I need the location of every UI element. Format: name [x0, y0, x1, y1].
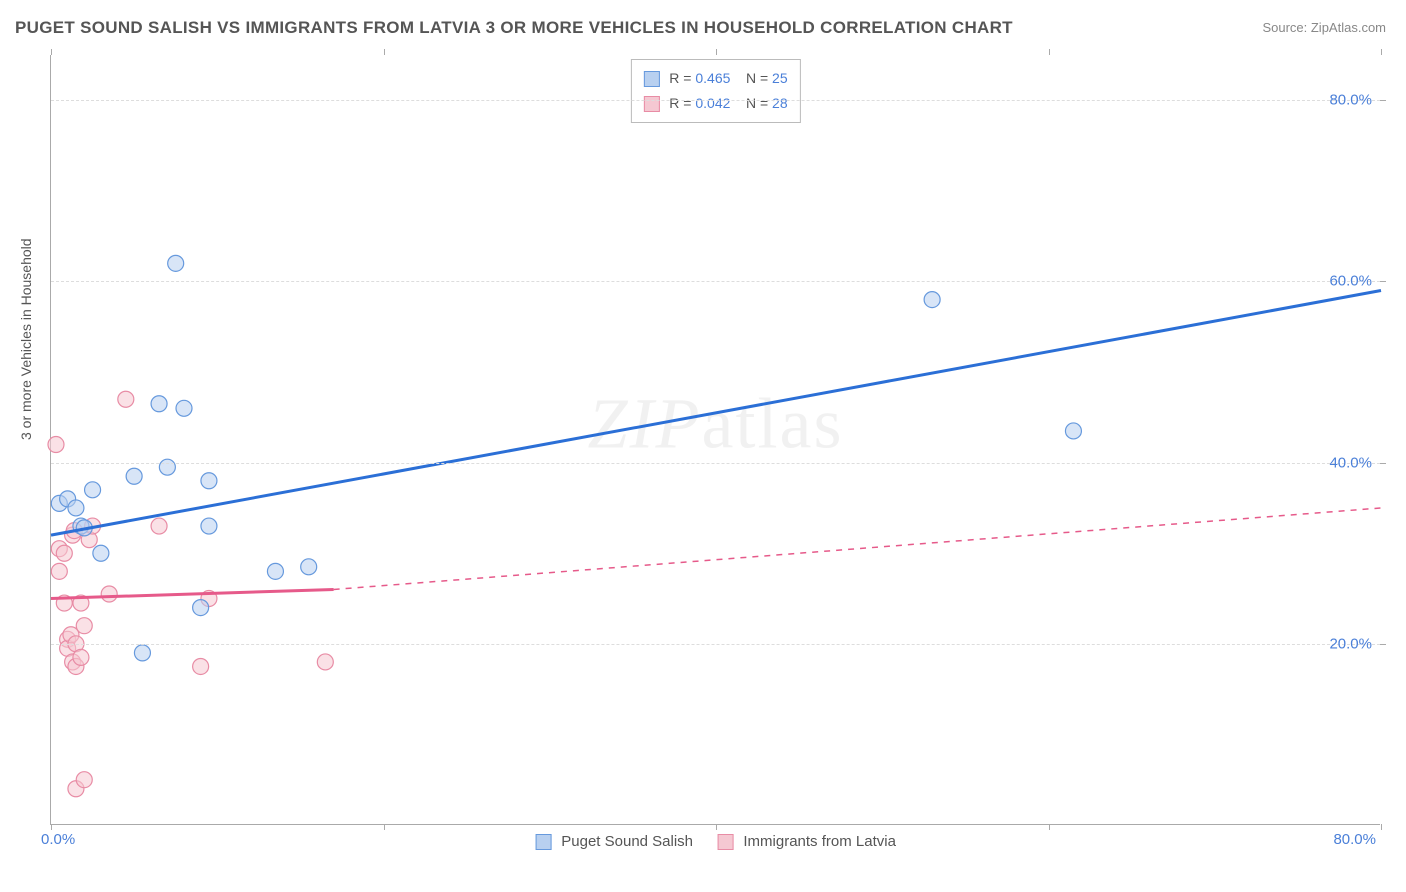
swatch-bottom-2 — [717, 834, 733, 850]
swatch-series-1 — [643, 71, 659, 87]
r-value-1: 0.465 — [695, 70, 730, 86]
x-tick-max: 80.0% — [1333, 831, 1376, 848]
y-axis-label: 3 or more Vehicles in Household — [18, 238, 34, 440]
n-value-2: 28 — [772, 95, 788, 111]
legend-item-1: Puget Sound Salish — [535, 833, 697, 850]
legend-row-2: R = 0.042 N = 28 — [643, 91, 787, 116]
legend-row-1: R = 0.465 N = 25 — [643, 66, 787, 91]
series-legend: Puget Sound Salish Immigrants from Latvi… — [525, 833, 906, 850]
correlation-legend: R = 0.465 N = 25 R = 0.042 N = 28 — [630, 59, 800, 123]
svg-layer — [51, 55, 1381, 825]
plot-area: ZIPatlas R = 0.465 N = 25 R = 0.042 N = … — [50, 55, 1380, 825]
n-value-1: 25 — [772, 70, 788, 86]
y-tick-label: 80.0% — [1329, 92, 1372, 109]
source-label: Source: ZipAtlas.com — [1262, 20, 1386, 35]
y-tick-label: 20.0% — [1329, 635, 1372, 652]
r-value-2: 0.042 — [695, 95, 730, 111]
x-tick-min: 0.0% — [41, 831, 75, 848]
y-tick-label: 40.0% — [1329, 454, 1372, 471]
chart-container: PUGET SOUND SALISH VS IMMIGRANTS FROM LA… — [0, 0, 1406, 892]
swatch-bottom-1 — [535, 834, 551, 850]
chart-title: PUGET SOUND SALISH VS IMMIGRANTS FROM LA… — [15, 18, 1013, 38]
y-tick-label: 60.0% — [1329, 273, 1372, 290]
swatch-series-2 — [643, 96, 659, 112]
legend-item-2: Immigrants from Latvia — [717, 833, 896, 850]
